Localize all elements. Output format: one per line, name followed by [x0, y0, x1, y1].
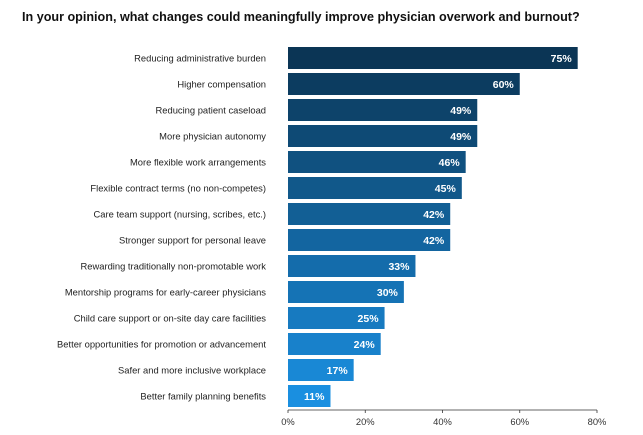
x-tick-label: 60% — [510, 416, 529, 427]
x-tick-label: 40% — [433, 416, 452, 427]
value-label: 46% — [439, 157, 461, 169]
value-label: 49% — [450, 131, 472, 143]
bar-5 — [288, 151, 466, 173]
category-label: Stronger support for personal leave — [119, 234, 266, 245]
bar-3 — [288, 99, 478, 121]
value-label: 24% — [354, 339, 376, 351]
value-label: 60% — [493, 79, 515, 91]
value-label: 75% — [551, 53, 573, 65]
bar-4 — [288, 125, 478, 147]
bar-12 — [288, 333, 381, 355]
category-label: Reducing administrative burden — [134, 52, 266, 63]
bar-9 — [288, 255, 416, 277]
value-label: 17% — [327, 365, 349, 377]
x-tick-label: 20% — [356, 416, 375, 427]
value-label: 45% — [435, 183, 457, 195]
value-label: 33% — [388, 261, 410, 273]
category-label: Rewarding traditionally non-promotable w… — [80, 260, 266, 271]
value-label: 11% — [304, 391, 325, 403]
value-labels-group: 75% 60% 49% 49% 46% 45% 42% 42% 33% 30% 25% 24% 17% 1… — [304, 53, 572, 403]
category-label: Child care support or on-site day care f… — [74, 312, 267, 323]
bar-8 — [288, 229, 451, 251]
bar-14 — [288, 385, 331, 407]
bar-2 — [288, 73, 520, 95]
value-label: 42% — [423, 235, 445, 247]
x-tick-label: 80% — [588, 416, 607, 427]
category-label: Care team support (nursing, scribes, etc… — [94, 208, 266, 219]
bar-1 — [288, 47, 578, 69]
category-label: More flexible work arrangements — [130, 156, 266, 167]
category-label: Reducing patient caseload — [156, 104, 267, 115]
bar-7 — [288, 203, 451, 225]
category-label: Safer and more inclusive workplace — [118, 364, 266, 375]
value-label: 30% — [377, 287, 399, 299]
value-label: 49% — [450, 105, 472, 117]
chart-title: In your opinion, what changes could mean… — [22, 10, 580, 24]
value-label: 42% — [423, 209, 445, 221]
category-label: More physician autonomy — [159, 130, 266, 141]
bars-group — [288, 47, 578, 407]
x-tick-label: 0% — [281, 416, 295, 427]
category-label: Mentorship programs for early-career phy… — [65, 286, 266, 297]
bar-10 — [288, 281, 404, 303]
bar-11 — [288, 307, 385, 329]
category-labels-group: Reducing administrative burden Higher com… — [57, 52, 266, 401]
bar-6 — [288, 177, 462, 199]
category-label: Higher compensation — [177, 78, 266, 89]
category-label: Better family planning benefits — [140, 390, 266, 401]
category-label: Better opportunities for promotion or ad… — [57, 338, 266, 349]
x-ticks-group: 0% 20% 40% 60% 80% — [281, 410, 606, 427]
value-label: 25% — [358, 313, 380, 325]
category-label: Flexible contract terms (no non-competes… — [90, 182, 266, 193]
bar-13 — [288, 359, 354, 381]
